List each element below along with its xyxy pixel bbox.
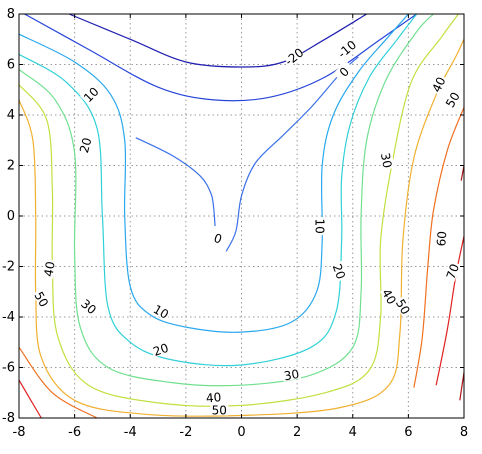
x-tick-label: 4 [349,425,357,440]
y-tick-label: 6 [7,58,15,73]
contour-label: 60 [434,231,449,247]
y-tick-label: 2 [7,159,15,174]
x-tick-label: 2 [293,425,301,440]
y-tick-label: -8 [2,411,15,426]
contour-label: 50 [212,403,227,417]
contour-label: 30 [283,367,300,383]
x-tick-label: 8 [460,425,468,440]
y-tick-label: 8 [7,7,15,22]
x-tick-label: -4 [124,425,137,440]
contour-label: 40 [41,260,57,277]
y-tick-label: -4 [2,310,15,325]
x-tick-label: -2 [179,425,192,440]
y-tick-label: -2 [2,260,15,275]
contour-label: 10 [312,218,326,233]
y-tick-label: 0 [7,209,15,224]
y-tick-label: -6 [2,361,15,376]
y-tick-label: 4 [7,108,15,123]
x-tick-label: 0 [237,425,245,440]
contour-label: 30 [378,152,394,169]
x-tick-label: 6 [404,425,412,440]
x-tick-label: -6 [68,425,81,440]
x-tick-label: -8 [13,425,26,440]
